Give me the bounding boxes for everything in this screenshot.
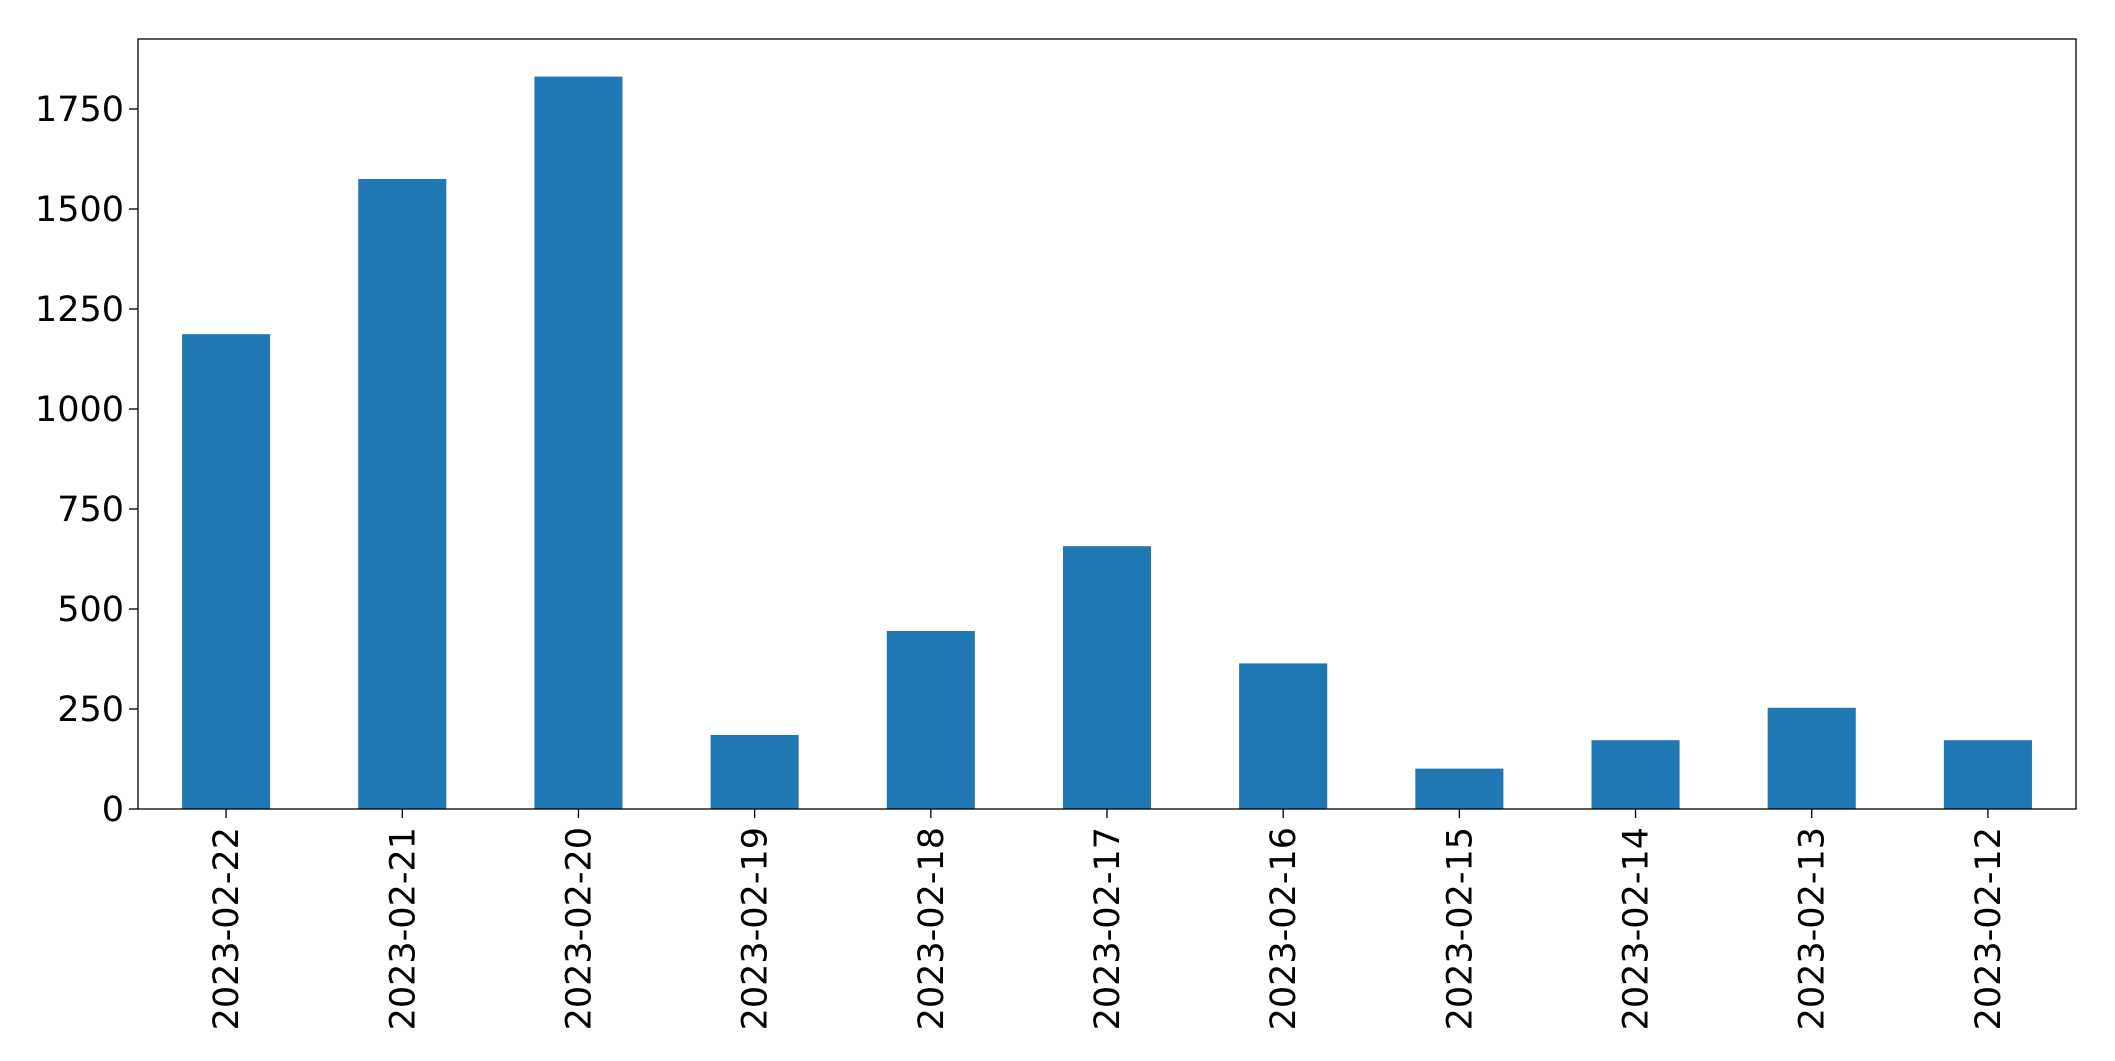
x-tick-label: 2023-02-17 [1088,827,1128,1030]
bar [358,179,447,809]
bar [710,735,799,809]
y-tick-label: 1250 [35,290,124,330]
x-tick-label: 2023-02-22 [207,827,247,1030]
y-tick-label: 0 [102,790,124,830]
y-tick-label: 1500 [35,190,124,230]
bar [886,631,975,809]
y-tick-label: 750 [57,490,124,530]
x-tick-label: 2023-02-18 [912,827,952,1030]
y-tick-label: 1000 [35,390,124,430]
plot-frame [137,38,2077,810]
x-tick-label: 2023-02-13 [1793,827,1833,1030]
bar [182,334,271,809]
bar [1591,740,1680,809]
y-tick-label: 1750 [35,90,124,130]
x-tick-label: 2023-02-21 [383,827,423,1030]
y-tick-label: 250 [57,690,124,730]
bar [1767,707,1856,809]
bar [1062,546,1152,809]
x-tick-label: 2023-02-15 [1440,827,1480,1030]
y-tick-label: 500 [57,590,124,630]
x-tick-label: 2023-02-20 [559,827,599,1030]
bar [1415,768,1504,809]
bar [1943,740,2032,809]
x-tick-label: 2023-02-19 [736,827,776,1030]
bar [1239,663,1328,809]
x-tick-label: 2023-02-12 [1969,827,2009,1030]
x-tick-label: 2023-02-16 [1264,827,1304,1030]
x-tick-label: 2023-02-14 [1617,827,1657,1030]
bar [534,76,623,810]
